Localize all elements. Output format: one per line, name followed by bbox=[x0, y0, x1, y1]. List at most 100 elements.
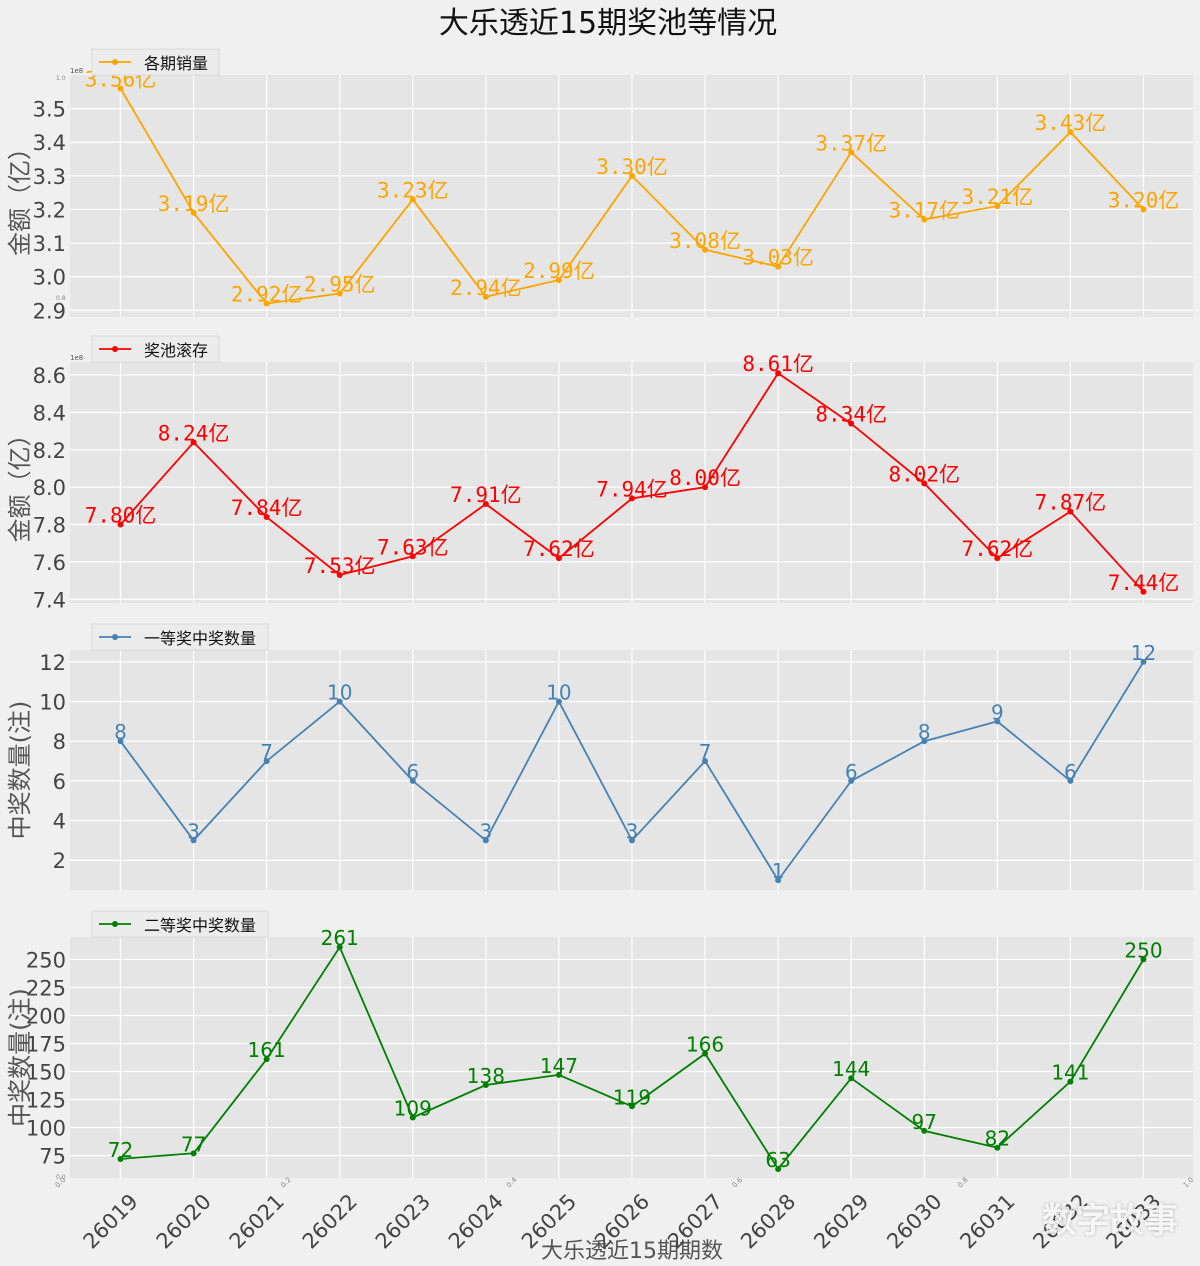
y-tick-label: 225 bbox=[26, 976, 66, 1000]
data-point bbox=[190, 837, 197, 844]
data-point bbox=[117, 521, 124, 528]
data-label: 119 bbox=[613, 1085, 651, 1109]
ghost-y-tick: 0.0 bbox=[56, 1174, 66, 1181]
data-label: 7.53亿 bbox=[304, 554, 376, 578]
x-tick-label: 26030 bbox=[882, 1189, 946, 1253]
data-label: 97 bbox=[912, 1110, 937, 1134]
data-label: 6 bbox=[406, 760, 419, 784]
panel-4: 75 100 125 150 175 200 225 250 中奖数量(注) 72 77 161 261… bbox=[6, 910, 1193, 1254]
y-tick-label: 3.4 bbox=[33, 131, 66, 155]
data-label: 7.94亿 bbox=[596, 477, 668, 501]
data-label: 141 bbox=[1051, 1061, 1089, 1085]
y-axis-label: 金额（亿） bbox=[6, 136, 34, 256]
legend-marker bbox=[112, 921, 118, 927]
y-tick-label: 2.9 bbox=[33, 299, 66, 323]
y-tick-label: 3.0 bbox=[33, 266, 66, 290]
data-label: 7 bbox=[699, 740, 712, 764]
data-point bbox=[555, 277, 562, 284]
data-label: 166 bbox=[686, 1033, 724, 1057]
data-point bbox=[336, 571, 343, 578]
data-label: 1 bbox=[772, 859, 785, 883]
data-point bbox=[628, 495, 635, 502]
data-point bbox=[775, 263, 782, 270]
data-point bbox=[482, 837, 489, 844]
y-tick-label: 4 bbox=[53, 810, 66, 834]
data-point bbox=[336, 290, 343, 297]
data-point bbox=[994, 1144, 1001, 1151]
y-tick-label: 2 bbox=[53, 849, 66, 873]
data-point bbox=[1140, 658, 1147, 665]
x-tick-label: 26021 bbox=[225, 1189, 289, 1253]
data-point bbox=[555, 698, 562, 705]
data-point bbox=[1067, 777, 1074, 784]
data-point bbox=[555, 555, 562, 562]
y-tick-label: 3.1 bbox=[33, 232, 66, 256]
data-point bbox=[336, 944, 343, 951]
data-label: 7.91亿 bbox=[450, 483, 522, 507]
y-tick-label: 175 bbox=[26, 1032, 66, 1056]
data-point bbox=[848, 1075, 855, 1082]
data-point bbox=[921, 480, 928, 487]
data-label: 147 bbox=[540, 1054, 578, 1078]
data-point bbox=[994, 203, 1001, 210]
data-point bbox=[628, 172, 635, 179]
data-point bbox=[336, 698, 343, 705]
data-label: 8.24亿 bbox=[158, 421, 230, 445]
data-label: 7.87亿 bbox=[1035, 490, 1107, 514]
legend-marker bbox=[112, 59, 118, 65]
x-tick-label: 26031 bbox=[955, 1189, 1019, 1253]
data-label: 144 bbox=[832, 1057, 870, 1081]
panel-3: 2 4 6 8 10 12 中奖数量(注) 8 3 7 10 6 3 10 3 7 1 6 8 9 6 12 一等奖中奖数量 bbox=[6, 623, 1193, 890]
data-point bbox=[1067, 129, 1074, 136]
watermark: 数字故事 bbox=[1042, 1201, 1178, 1241]
data-label: 8 bbox=[918, 720, 931, 744]
legend-label: 一等奖中奖数量 bbox=[144, 629, 256, 648]
data-label: 8 bbox=[114, 720, 127, 744]
data-label: 6 bbox=[845, 760, 858, 784]
y-tick-label: 8.0 bbox=[33, 476, 66, 500]
data-point bbox=[482, 1081, 489, 1088]
data-point bbox=[921, 1127, 928, 1134]
data-point bbox=[994, 555, 1001, 562]
panel-2: 7.4 7.6 7.8 8.0 8.2 8.4 8.6 金额（亿） 1e8 7.80亿 8.24亿 7… bbox=[6, 335, 1193, 612]
data-point bbox=[263, 758, 270, 765]
data-label: 261 bbox=[321, 926, 359, 950]
y-tick-label: 7.6 bbox=[33, 551, 66, 575]
data-point bbox=[702, 246, 709, 253]
y-offset-text: 1e8 bbox=[70, 67, 83, 75]
data-point bbox=[555, 1071, 562, 1078]
data-point bbox=[482, 500, 489, 507]
data-label: 3.37亿 bbox=[815, 131, 887, 155]
data-point bbox=[848, 777, 855, 784]
data-point bbox=[775, 877, 782, 884]
data-label: 3 bbox=[626, 819, 639, 843]
data-label: 2.95亿 bbox=[304, 272, 376, 296]
y-tick-label: 200 bbox=[26, 1004, 66, 1028]
panels: 2.93.03.13.23.33.43.5金额（亿）1e8 3.56亿3.19亿2… bbox=[6, 48, 1193, 1254]
data-label: 3.30亿 bbox=[596, 155, 668, 179]
data-label: 7.84亿 bbox=[231, 496, 303, 520]
data-point bbox=[263, 300, 270, 307]
data-label: 3 bbox=[479, 819, 492, 843]
y-tick-label: 7.4 bbox=[33, 588, 66, 612]
y-axis-label: 金额（亿） bbox=[6, 423, 34, 543]
data-point bbox=[1067, 508, 1074, 515]
data-label: 7.80亿 bbox=[85, 504, 157, 528]
ghost-y-tick: 0.8 bbox=[56, 295, 66, 302]
data-point bbox=[1140, 588, 1147, 595]
data-label: 2.94亿 bbox=[450, 276, 522, 300]
data-label: 3.21亿 bbox=[962, 185, 1034, 209]
data-point bbox=[921, 216, 928, 223]
data-point bbox=[628, 837, 635, 844]
data-label: 161 bbox=[248, 1038, 286, 1062]
legend: 奖池滚存 bbox=[91, 335, 220, 363]
data-label: 63 bbox=[765, 1148, 790, 1172]
x-tick-label: 26019 bbox=[79, 1189, 143, 1253]
data-point bbox=[921, 738, 928, 745]
data-label: 109 bbox=[394, 1096, 432, 1120]
data-label: 3.19亿 bbox=[158, 192, 230, 216]
legend-label: 二等奖中奖数量 bbox=[144, 916, 256, 935]
data-point bbox=[117, 1155, 124, 1162]
data-label: 12 bbox=[1131, 641, 1156, 665]
